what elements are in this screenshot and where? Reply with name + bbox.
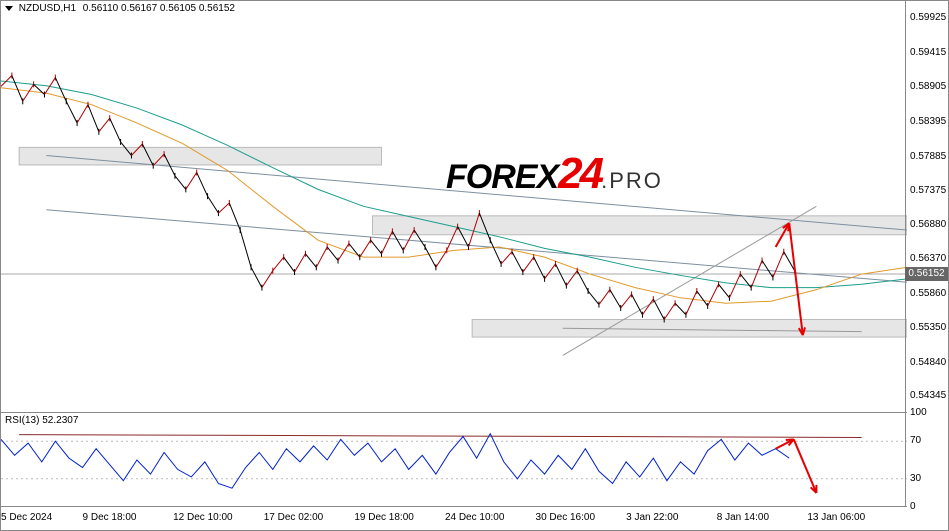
current-price-marker: 0.56152: [905, 267, 948, 281]
dropdown-icon[interactable]: [5, 6, 13, 11]
price-tick: 0.56880: [910, 219, 946, 230]
price-tick: 0.57375: [910, 185, 946, 196]
time-tick: 8 Jan 14:00: [717, 512, 769, 523]
logo-pro: .PRO: [601, 168, 663, 193]
ohlc-label: 0.56110 0.56167 0.56105 0.56152: [83, 3, 235, 14]
time-tick: 19 Dec 18:00: [354, 512, 414, 523]
chart-header: NZDUSD,H1 0.56110 0.56167 0.56105 0.5615…: [5, 3, 235, 14]
time-axis: 5 Dec 2024 9 Dec 18:00 12 Dec 10:00 17 Dec …: [1, 506, 907, 530]
main-price-chart[interactable]: NZDUSD,H1 0.56110 0.56167 0.56105 0.5615…: [1, 1, 907, 413]
time-tick: 24 Dec 10:00: [445, 512, 505, 523]
price-axis: 0.59925 0.59415 0.58905 0.58395 0.57885 0.573…: [905, 1, 948, 413]
price-tick: 0.58395: [910, 116, 946, 127]
rsi-tick: 70: [910, 435, 921, 446]
rsi-label: RSI(13) 52.2307: [5, 415, 78, 426]
price-tick: 0.55350: [910, 322, 946, 333]
rsi-tick: 30: [910, 473, 921, 484]
price-tick: 0.54345: [910, 390, 946, 401]
time-tick: 9 Dec 18:00: [83, 512, 137, 523]
watermark-logo: FOREX24.PRO: [446, 149, 663, 199]
price-tick: 0.59415: [910, 47, 946, 58]
time-tick: 12 Dec 10:00: [173, 512, 233, 523]
time-tick: 30 Dec 16:00: [536, 512, 596, 523]
price-tick: 0.59925: [910, 12, 946, 23]
rsi-tick: 0: [910, 501, 916, 512]
logo-24: 24: [558, 149, 601, 198]
symbol-label: NZDUSD,H1: [19, 3, 76, 14]
time-tick: 3 Jan 22:00: [626, 512, 678, 523]
main-chart-svg: [1, 1, 907, 413]
price-tick: 0.55860: [910, 288, 946, 299]
rsi-panel[interactable]: [1, 413, 907, 507]
chart-container: NZDUSD,H1 0.56110 0.56167 0.56105 0.5615…: [0, 0, 949, 531]
time-tick: 5 Dec 2024: [1, 512, 52, 523]
logo-forex: FOREX: [446, 158, 558, 196]
price-tick: 0.57885: [910, 151, 946, 162]
time-tick: 13 Jan 06:00: [807, 512, 865, 523]
price-tick: 0.58905: [910, 81, 946, 92]
price-tick: 0.54840: [910, 357, 946, 368]
price-tick: 0.56370: [910, 253, 946, 264]
rsi-tick: 100: [910, 407, 927, 418]
rsi-svg: [1, 413, 907, 507]
time-tick: 17 Dec 02:00: [264, 512, 324, 523]
rsi-axis: 03070100: [905, 413, 948, 507]
